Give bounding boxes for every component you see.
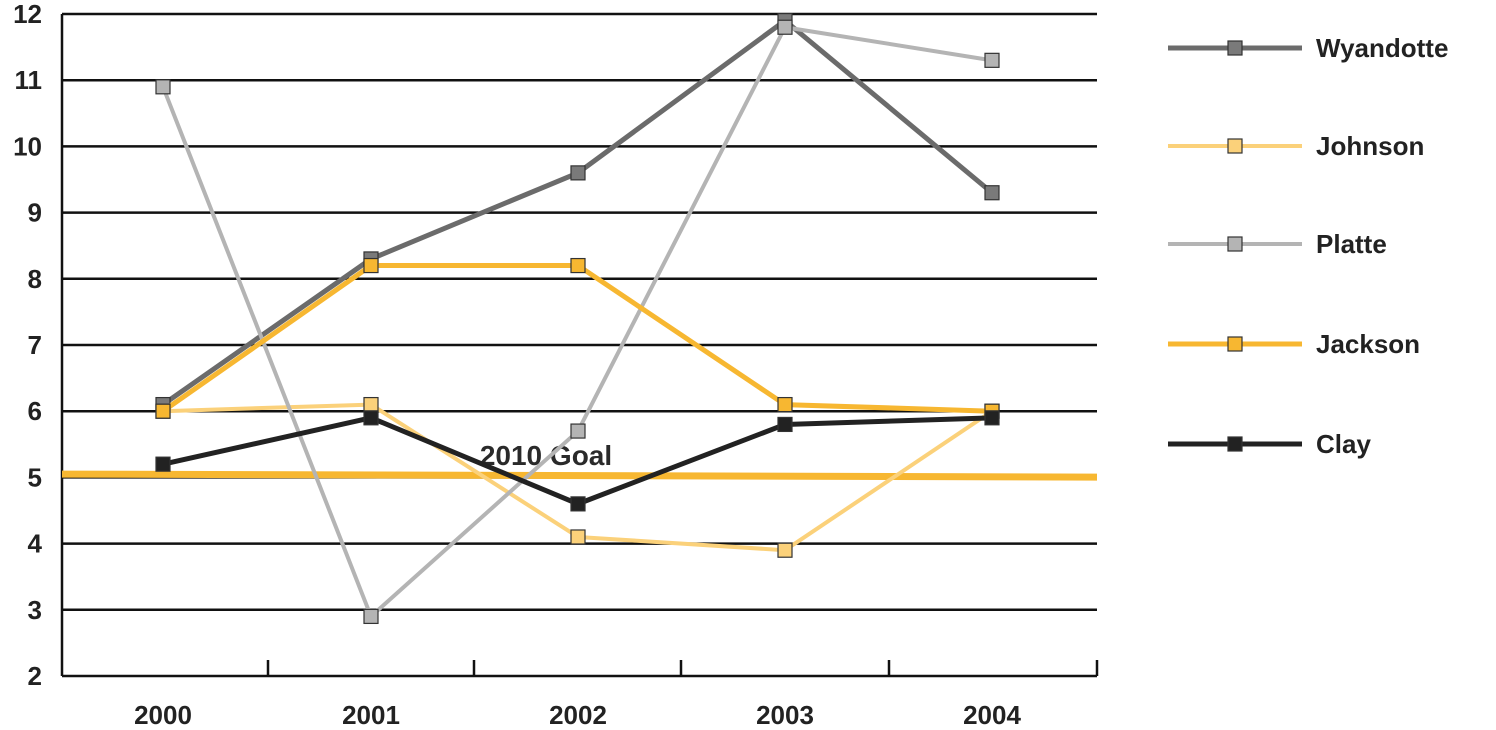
legend-swatch-marker	[1227, 40, 1243, 56]
series-platte	[155, 19, 1000, 625]
y-tick-label: 2	[28, 661, 42, 691]
data-point-johnson	[363, 396, 379, 413]
y-tick-label: 9	[28, 198, 42, 228]
y-tick-label: 12	[13, 0, 42, 29]
data-point-clay	[363, 410, 379, 426]
data-point-jackson	[777, 396, 793, 413]
y-tick-label: 3	[28, 595, 42, 625]
data-point-platte	[984, 52, 1000, 68]
legend-label: Clay	[1316, 429, 1371, 459]
y-tick-label: 10	[13, 131, 42, 161]
legend-item-jackson: Jackson	[1168, 329, 1420, 359]
legend-swatch-marker	[1227, 436, 1243, 452]
y-tick-label: 8	[28, 264, 42, 294]
series-group	[155, 13, 1000, 625]
data-point-clay	[155, 456, 171, 472]
y-tick-label: 11	[15, 65, 43, 95]
legend-item-johnson: Johnson	[1168, 131, 1424, 161]
y-tick-label: 7	[28, 330, 42, 360]
axes: 2000 2001 2002 2003 2004	[60, 14, 1099, 730]
legend-swatch-marker	[1227, 138, 1243, 154]
legend-item-clay: Clay	[1168, 429, 1371, 459]
x-tick-label: 2004	[963, 700, 1021, 730]
data-point-johnson	[777, 542, 793, 558]
legend-swatch-marker	[1227, 336, 1243, 352]
legend-label: Wyandotte	[1316, 33, 1448, 63]
series-johnson	[155, 396, 1000, 558]
legend-label: Jackson	[1316, 329, 1420, 359]
legend-label: Johnson	[1316, 131, 1424, 161]
data-point-jackson	[155, 403, 171, 419]
legend-swatch-marker	[1227, 236, 1243, 252]
series-line-jackson	[161, 263, 993, 414]
data-point-wyandotte	[984, 185, 1000, 201]
data-point-clay	[570, 496, 586, 512]
legend-item-platte: Platte	[1168, 229, 1387, 259]
y-tick-label: 5	[28, 462, 42, 492]
x-tick-label: 2003	[756, 700, 814, 730]
legend-label: Platte	[1316, 229, 1387, 259]
x-tick-label: 2001	[342, 700, 400, 730]
goal-line-label: 2010 Goal	[480, 440, 612, 471]
legend: Wyandotte Johnson Platte Jackson Clay	[1168, 33, 1448, 459]
data-point-clay	[984, 410, 1000, 426]
goal-line	[61, 470, 1098, 481]
data-point-jackson	[363, 257, 379, 274]
x-tick-label: 2000	[134, 700, 192, 730]
goal-line-group: 2010 Goal	[61, 440, 1098, 481]
data-point-jackson	[570, 257, 586, 274]
data-point-platte	[570, 423, 586, 439]
data-point-platte	[777, 19, 793, 35]
y-tick-label: 4	[28, 529, 43, 559]
data-point-clay	[777, 416, 793, 433]
data-point-wyandotte	[570, 165, 586, 181]
series-clay	[155, 410, 1000, 512]
gridlines: 2 3 4 5 6 7 8 9 10 11 12	[13, 0, 1097, 691]
data-point-johnson	[570, 529, 586, 545]
x-tick-label: 2002	[549, 700, 607, 730]
legend-item-wyandotte: Wyandotte	[1168, 33, 1448, 63]
data-point-platte	[363, 608, 379, 625]
data-point-platte	[155, 79, 171, 95]
y-tick-label: 6	[28, 396, 42, 426]
